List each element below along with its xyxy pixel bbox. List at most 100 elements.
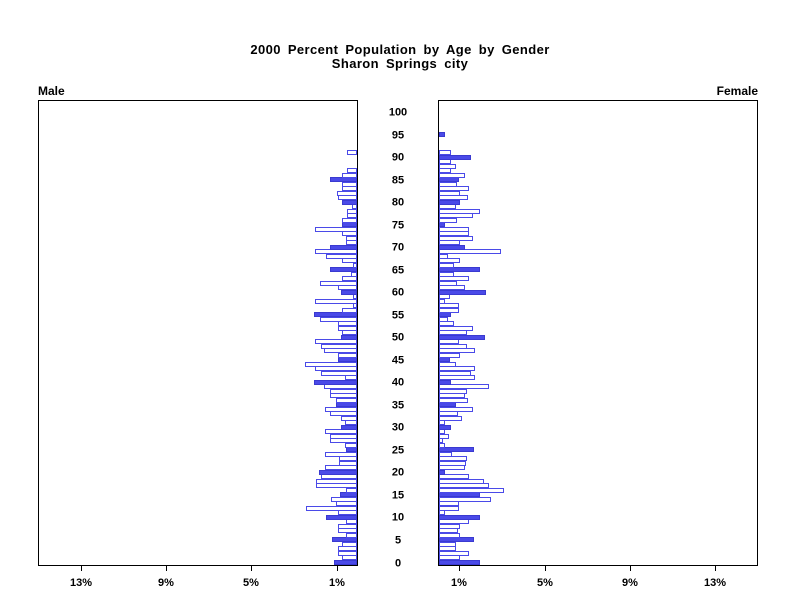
- male-bar-age-84: [342, 182, 357, 187]
- female-plot-panel: [438, 100, 758, 566]
- female-bar-age-19: [439, 474, 469, 479]
- female-bar-age-65: [439, 267, 480, 272]
- female-bar-age-69: [439, 249, 501, 254]
- age-tick-label-75: 75: [391, 219, 405, 232]
- male-bar-age-80: [342, 200, 357, 205]
- female-bar-age-22: [439, 461, 466, 466]
- male-bar-age-16: [346, 488, 357, 493]
- male-bar-age-64: [351, 272, 357, 277]
- female-bar-age-70: [439, 245, 465, 250]
- male-bar-age-28: [330, 434, 357, 439]
- female-bar-age-42: [439, 371, 471, 376]
- female-bar-age-25: [439, 447, 474, 452]
- male-bar-age-50: [341, 335, 357, 340]
- male-axis-label: Male: [38, 84, 65, 98]
- female-x-tick-mark-9: [630, 566, 631, 571]
- male-bar-age-8: [338, 524, 357, 529]
- age-tick-label-80: 80: [391, 196, 405, 209]
- female-bar-age-12: [439, 506, 459, 511]
- male-bar-age-38: [330, 389, 357, 394]
- male-bar-age-74: [315, 227, 357, 232]
- male-bar-age-34: [325, 407, 357, 412]
- male-bar-age-4: [342, 542, 357, 547]
- male-x-tick-label-5: 5%: [243, 577, 259, 589]
- female-bar-age-43: [439, 366, 475, 371]
- age-tick-label-30: 30: [391, 421, 405, 434]
- male-bar-age-6: [346, 533, 357, 538]
- male-bar-age-20: [319, 470, 357, 475]
- female-bar-age-64: [439, 272, 454, 277]
- male-bar-age-76: [342, 218, 357, 223]
- female-bar-age-38: [439, 389, 467, 394]
- female-bar-age-62: [439, 281, 457, 286]
- male-bar-age-2: [338, 551, 357, 556]
- female-bar-age-48: [439, 344, 467, 349]
- age-tick-label-50: 50: [391, 331, 405, 344]
- age-tick-label-20: 20: [391, 466, 405, 479]
- female-x-tick-label-9: 9%: [622, 577, 638, 589]
- female-bar-age-14: [439, 497, 491, 502]
- male-x-tick-label-9: 9%: [158, 577, 174, 589]
- age-tick-label-40: 40: [391, 376, 405, 389]
- female-bar-age-20: [439, 470, 445, 475]
- male-bar-age-54: [320, 317, 357, 322]
- male-x-tick-label-13: 13%: [69, 577, 93, 589]
- female-bar-age-16: [439, 488, 504, 493]
- male-x-tick-mark-9: [166, 566, 167, 571]
- age-tick-label-10: 10: [391, 511, 405, 524]
- female-bar-age-0: [439, 560, 480, 565]
- female-bar-age-46: [439, 353, 460, 358]
- female-bar-age-80: [439, 200, 460, 205]
- female-bar-age-95: [439, 132, 445, 137]
- male-bar-age-12: [306, 506, 357, 511]
- age-tick-label-100: 100: [388, 106, 408, 119]
- age-tick-label-0: 0: [394, 557, 402, 569]
- male-bar-age-48: [321, 344, 357, 349]
- female-bar-age-40: [439, 380, 451, 385]
- male-bar-age-60: [341, 290, 357, 295]
- female-bar-age-86: [439, 173, 465, 178]
- male-bar-age-22: [339, 461, 357, 466]
- female-x-tick-mark-5: [545, 566, 546, 571]
- male-x-tick-mark-1: [337, 566, 338, 571]
- male-bar-age-26: [345, 443, 357, 448]
- female-bar-age-26: [439, 443, 445, 448]
- female-bar-age-82: [439, 191, 460, 196]
- female-bar-age-60: [439, 290, 486, 295]
- female-bar-age-57: [439, 303, 459, 308]
- female-bar-age-28: [439, 434, 449, 439]
- male-bar-age-62: [320, 281, 357, 286]
- female-bar-age-36: [439, 398, 468, 403]
- male-x-tick-mark-13: [81, 566, 82, 571]
- female-bar-age-76: [439, 218, 457, 223]
- age-tick-label-35: 35: [391, 399, 405, 412]
- chart-subtitle: Sharon Springs city: [331, 56, 469, 71]
- female-x-tick-mark-1: [459, 566, 460, 571]
- male-bar-age-55: [314, 312, 357, 317]
- male-bar-age-78: [347, 209, 357, 214]
- female-bar-age-44: [439, 362, 456, 367]
- female-bar-age-39: [439, 384, 489, 389]
- female-bar-age-50: [439, 335, 485, 340]
- male-plot-panel: [38, 100, 358, 566]
- female-bar-age-63: [439, 276, 469, 281]
- female-bar-age-34: [439, 407, 473, 412]
- female-bar-age-67: [439, 258, 460, 263]
- male-bar-age-56: [342, 308, 357, 313]
- male-bar-age-86: [342, 173, 357, 178]
- male-x-tick-label-1: 1%: [329, 577, 345, 589]
- age-tick-label-70: 70: [391, 241, 405, 254]
- age-tick-label-45: 45: [391, 354, 405, 367]
- male-bar-age-70: [330, 245, 357, 250]
- female-x-tick-label-5: 5%: [537, 577, 553, 589]
- male-bar-age-5: [332, 537, 357, 542]
- age-tick-label-60: 60: [391, 286, 405, 299]
- female-bar-age-66: [439, 263, 454, 268]
- male-bar-age-44: [305, 362, 357, 367]
- male-bar-age-68: [326, 254, 357, 259]
- female-x-tick-label-1: 1%: [451, 577, 467, 589]
- age-tick-label-65: 65: [391, 264, 405, 277]
- female-bar-age-8: [439, 524, 460, 529]
- female-bar-age-68: [439, 254, 448, 259]
